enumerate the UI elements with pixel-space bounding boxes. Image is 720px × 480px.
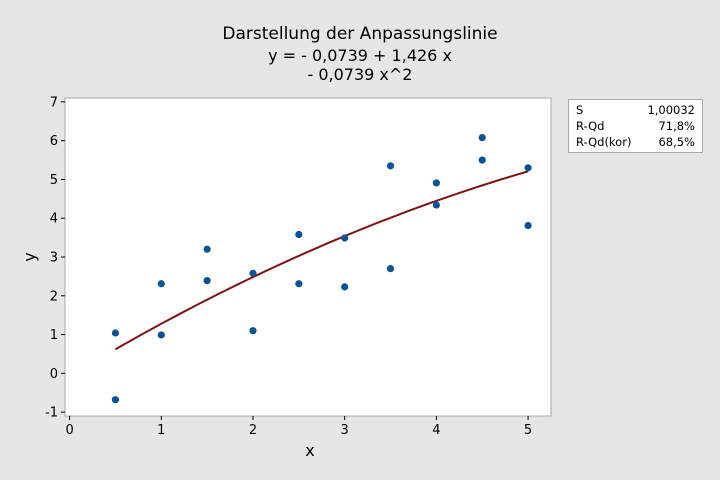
- x-tick-label: 0: [65, 423, 73, 438]
- y-tick-label: 3: [50, 251, 58, 266]
- x-tick-label: 1: [157, 423, 165, 438]
- stats-value: 68,5%: [658, 135, 695, 149]
- data-point: [524, 164, 532, 172]
- x-tick-label: 4: [432, 423, 440, 438]
- fit-equation-line-1: y = - 0,0739 + 1,426 x: [268, 46, 452, 65]
- x-tick-label: 2: [249, 423, 257, 438]
- y-tick-label: 0: [50, 367, 58, 382]
- stats-label: S: [576, 103, 584, 117]
- data-point: [111, 329, 120, 337]
- data-point: [478, 133, 486, 142]
- y-tick-label: 6: [50, 134, 58, 149]
- plot-area: [64, 97, 552, 417]
- y-tick-label: -1: [45, 406, 58, 421]
- data-point: [111, 396, 120, 404]
- data-point: [295, 230, 303, 239]
- stats-value: 1,00032: [647, 103, 695, 117]
- stats-row: S 1,00032: [576, 103, 695, 119]
- x-axis-label: x: [305, 441, 314, 460]
- x-tick-label: 5: [524, 423, 532, 438]
- data-point: [341, 283, 349, 291]
- data-point: [249, 327, 257, 335]
- x-axis: 0 1 2 3 4 5: [65, 416, 532, 438]
- data-point: [341, 234, 349, 242]
- y-tick-label: 1: [50, 328, 58, 343]
- data-points: [111, 133, 532, 404]
- data-point: [386, 265, 395, 273]
- data-point: [203, 277, 211, 285]
- stats-value: 71,8%: [658, 119, 695, 133]
- data-point: [157, 331, 165, 339]
- data-point: [432, 201, 440, 209]
- fit-statistics-box: S 1,00032 R-Qd 71,8% R-Qd(kor) 68,5%: [568, 99, 703, 153]
- y-tick-label: 5: [50, 173, 58, 188]
- data-point: [386, 162, 395, 170]
- x-tick-label: 3: [341, 423, 349, 438]
- chart-title: Darstellung der Anpassungslinie: [222, 24, 498, 44]
- y-tick-label: 7: [50, 95, 58, 110]
- stats-row: R-Qd 71,8%: [576, 119, 695, 135]
- data-point: [524, 221, 532, 230]
- y-tick-label: 2: [50, 289, 58, 304]
- stats-label: R-Qd: [576, 119, 605, 133]
- data-point: [249, 269, 257, 277]
- stats-row: R-Qd(kor) 68,5%: [576, 135, 695, 151]
- fit-equation-line-2: - 0,0739 x^2: [307, 65, 413, 84]
- fit-line: [114, 170, 529, 351]
- stats-label: R-Qd(kor): [576, 135, 632, 149]
- data-point: [295, 280, 303, 288]
- data-point: [432, 179, 440, 187]
- y-axis-label: y: [20, 252, 39, 261]
- data-point: [203, 245, 211, 253]
- y-tick-label: 4: [50, 212, 58, 227]
- data-point: [478, 156, 486, 164]
- y-axis: -1 0 1 2 3 4 5 6 7: [45, 95, 65, 421]
- data-point: [157, 280, 165, 288]
